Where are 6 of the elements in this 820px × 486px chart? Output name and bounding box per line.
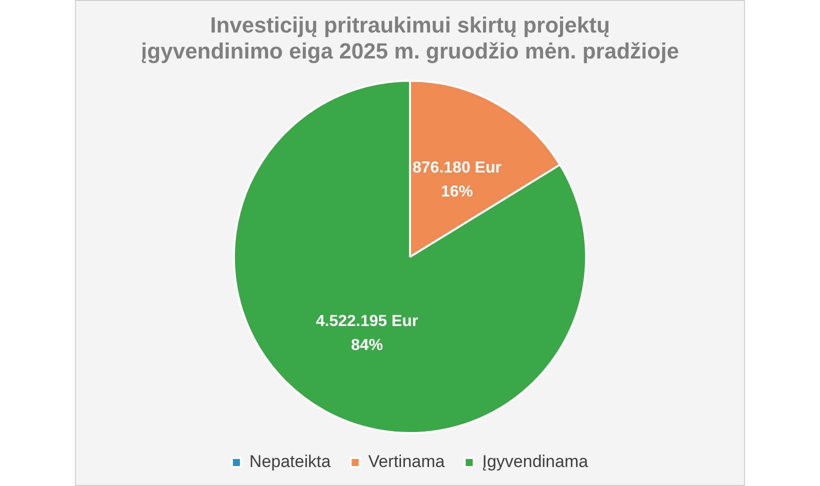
legend-label: Įgyvendinama: [482, 452, 589, 472]
data-label: 876.180 Eur 16%: [412, 159, 502, 200]
legend-label: Nepateikta: [249, 452, 332, 472]
chart-title: Investicijų pritraukimui skirtų projektų įgyvendinimo eiga 2025 m. gruodžio mėn. pradžioje: [141, 12, 679, 64]
data-label: 4.522.195 Eur 84%: [316, 313, 418, 354]
legend-label: Vertinama: [368, 452, 446, 472]
